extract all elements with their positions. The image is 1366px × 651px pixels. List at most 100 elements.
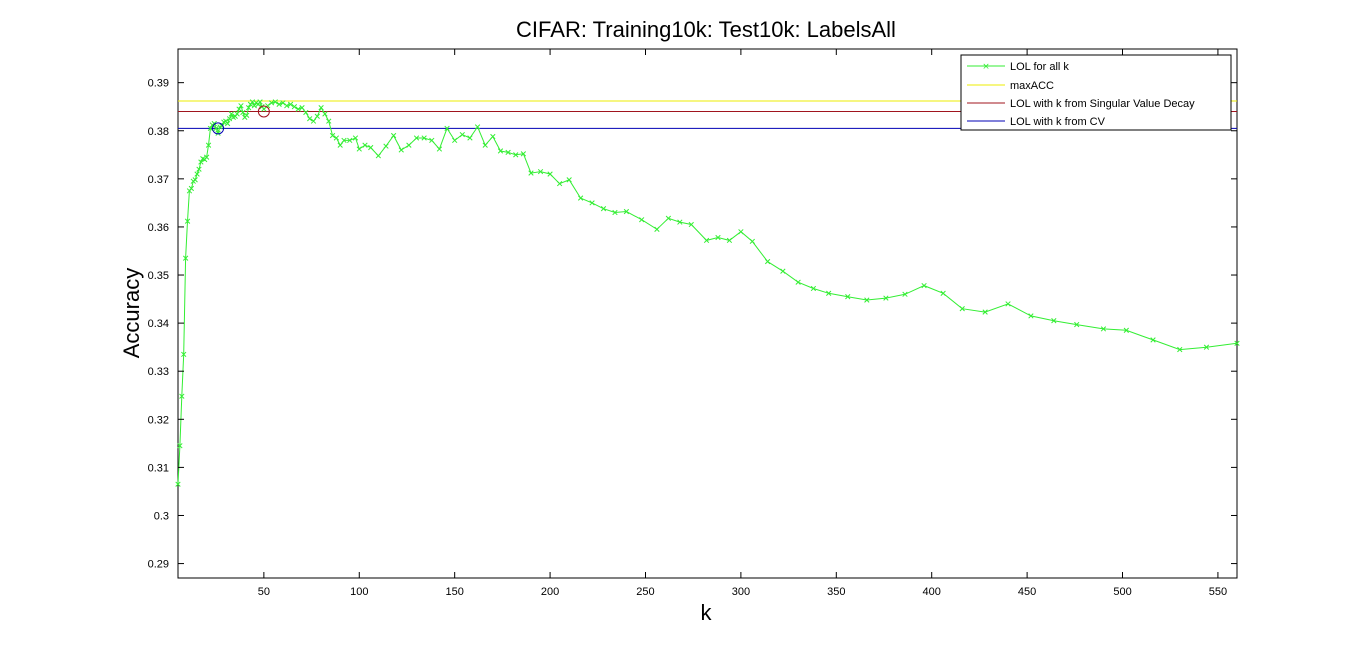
x-tick-label: 300: [732, 586, 750, 598]
legend-entry-lol: LOL for all k: [1010, 61, 1069, 73]
data-point-lol: [1028, 313, 1034, 319]
data-point-lol: [780, 268, 786, 274]
data-point-lol: [612, 209, 618, 216]
data-point-lol: [390, 132, 397, 139]
data-point-lol: [1203, 344, 1210, 350]
data-point-lol: [211, 120, 217, 127]
x-tick-label: 50: [258, 586, 270, 598]
chart-title: CIFAR: Training10k: Test10k: LabelsAll: [516, 17, 896, 42]
data-point-lol: [333, 135, 340, 141]
data-point-lol: [307, 116, 313, 122]
legend-box: [960, 54, 1232, 131]
y-tick-label: 0.31: [148, 462, 169, 474]
data-point-lol: [268, 100, 275, 106]
data-point-lol: [452, 137, 458, 144]
y-tick-label: 0.33: [148, 366, 169, 378]
data-point-lol: [310, 118, 317, 124]
data-point-lol: [280, 100, 286, 106]
data-point-lol: [547, 171, 553, 177]
data-point-lol: [639, 217, 645, 223]
data-point-lol: [356, 146, 362, 152]
data-point-lol: [207, 125, 214, 132]
data-point-lol: [245, 105, 252, 111]
data-point-lol: [1005, 301, 1011, 307]
data-point-lol: [600, 206, 607, 212]
data-point-lol: [497, 148, 504, 154]
data-point-lol: [520, 151, 527, 157]
data-point-lol: [1177, 346, 1183, 353]
y-tick-label: 0.29: [148, 559, 169, 571]
data-point-lol: [272, 99, 278, 105]
data-point-lol: [467, 135, 473, 141]
data-point-lol: [203, 154, 210, 160]
data-point-lol: [398, 147, 404, 153]
legend-entry-cv: LOL with k from CV: [1010, 116, 1106, 128]
data-point-lol: [764, 258, 771, 265]
data-point-lol: [352, 135, 359, 141]
x-tick-label: 250: [636, 586, 654, 598]
data-point-lol: [577, 195, 584, 201]
data-point-lol: [513, 152, 519, 158]
data-point-lol: [198, 159, 204, 165]
data-point-lol: [337, 142, 343, 148]
data-point-lol: [287, 101, 294, 107]
data-point-lol: [244, 112, 250, 119]
data-point-lol: [213, 125, 219, 132]
y-tick-label: 0.37: [148, 174, 169, 186]
data-point-lol: [375, 153, 382, 159]
legend-marker-lol: ×: [982, 62, 990, 72]
data-point-lol: [726, 237, 733, 244]
x-tick-label: 400: [923, 586, 941, 598]
data-point-lol: [295, 106, 301, 112]
y-tick-label: 0.36: [148, 222, 169, 234]
data-point-lol: [347, 137, 353, 144]
data-point-lol: [326, 118, 332, 124]
data-point-lol: [1051, 318, 1057, 324]
data-point-lol: [251, 103, 257, 109]
data-point-lol: [188, 185, 195, 192]
y-tick-label: 0.35: [148, 270, 169, 282]
marker-cv: [212, 122, 225, 135]
y-axis-label: Accuracy: [119, 268, 144, 358]
data-point-lol: [537, 168, 544, 175]
data-point-lol: [249, 99, 256, 105]
data-point-lol: [703, 237, 710, 244]
data-point-lol: [284, 103, 290, 109]
data-point-lol: [329, 132, 336, 139]
data-point-lol: [341, 137, 347, 144]
data-point-lol: [299, 105, 305, 111]
data-point-lol: [226, 116, 233, 122]
data-point-lol: [528, 170, 534, 176]
data-point-lol: [205, 142, 212, 148]
x-tick-label: 550: [1209, 586, 1227, 598]
data-point-lol: [902, 291, 908, 297]
data-point-lol: [459, 131, 465, 138]
data-point-lol: [182, 255, 189, 261]
data-point-lol: [322, 111, 328, 117]
data-point-lol: [368, 144, 374, 151]
x-tick-label: 450: [1018, 586, 1036, 598]
legend: × LOL for all k maxACC LOL with k from S…: [960, 54, 1232, 131]
data-point-lol: [181, 351, 187, 358]
data-point-lol: [845, 294, 851, 300]
data-point-lol: [421, 135, 427, 141]
data-point-lol: [688, 221, 694, 228]
data-point-lol: [505, 149, 511, 156]
data-point-lol: [715, 234, 721, 241]
data-point-lol: [175, 481, 181, 487]
data-point-lol: [795, 279, 801, 285]
data-point-lol: [738, 229, 744, 235]
data-point-lol: [383, 143, 389, 149]
data-point-lol: [482, 142, 488, 148]
data-point-lol: [224, 120, 231, 127]
data-point-lol: [883, 295, 889, 301]
legend-entry-maxacc: maxACC: [1010, 80, 1054, 92]
data-point-lol: [474, 124, 481, 130]
data-point-lol: [291, 104, 298, 110]
data-point-lol: [864, 297, 870, 303]
x-tick-label: 150: [445, 586, 463, 598]
data-point-lol: [406, 142, 412, 148]
data-point-lol: [318, 105, 324, 111]
data-point-lol: [303, 109, 309, 116]
y-tick-label: 0.32: [148, 414, 169, 426]
